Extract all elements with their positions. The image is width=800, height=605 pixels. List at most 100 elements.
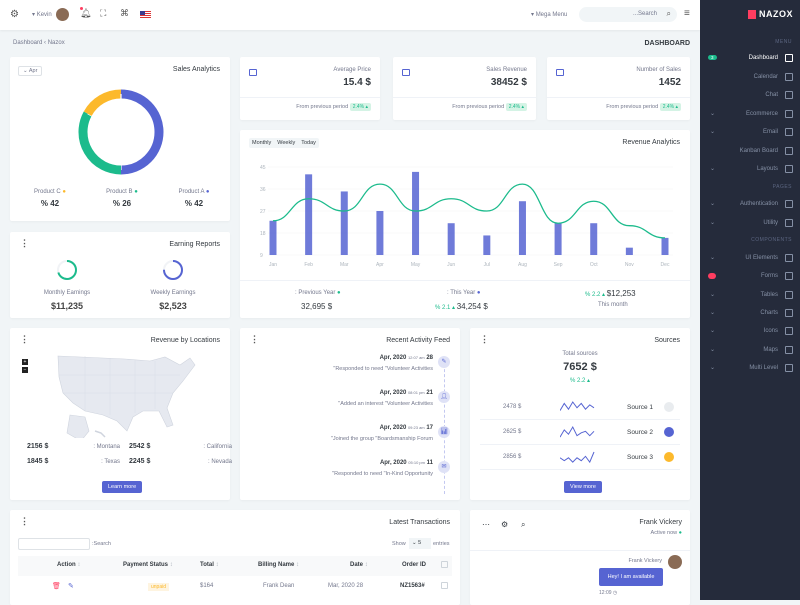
brand-logo-icon [748,10,756,19]
bar-aug[interactable] [518,201,526,255]
layers-icon [556,69,564,76]
bar-feb[interactable] [305,174,313,255]
sidebar-item-layouts[interactable]: ⌄ Layouts [700,163,800,177]
more-icon[interactable]: ⋮ [20,238,29,248]
bar-jan[interactable] [269,220,277,255]
donut-slice-product-a[interactable] [120,89,164,175]
month-select[interactable]: ⌄ Apr [18,66,43,76]
sidebar-item-kanban-board[interactable]: Kanban Board [700,145,800,159]
column-header[interactable]: Action ↕ [57,562,80,568]
user-menu[interactable]: ▾ Kevin [32,12,52,18]
card-title: Recent Activity Feed [386,337,450,344]
sidebar-item-label: Layouts [756,166,778,172]
sidebar-item-ecommerce[interactable]: ⌄ Ecommerce [700,108,800,122]
tab-weekly[interactable]: Weekly [277,140,296,146]
location-value: 2156 $ [27,443,49,450]
delete-icon[interactable]: 🗑︎ [52,583,61,590]
sidebar-item-authentication[interactable]: ⌄ Authentication [700,198,800,212]
usa-map[interactable] [55,353,200,438]
bar-mar[interactable] [340,191,348,255]
learn-more-button[interactable]: Learn more [102,481,143,493]
brand-name[interactable]: NAZOX [759,9,793,19]
badge: 3 [708,55,717,60]
donut-slice-product-b[interactable] [78,111,122,175]
stat-badge: 2.4% ▴ [659,103,681,111]
this-year-value: 34,254 $ [456,302,488,311]
sidebar-item-charts[interactable]: ⌄ Charts [700,307,800,321]
fullscreen-icon[interactable]: ⛶ [100,8,107,18]
x-tick-label: Mar [340,262,349,268]
user-icon: 👤︎ [438,391,450,403]
sales-donut-chart [78,89,164,175]
tab-monthly[interactable]: Monthly [252,140,272,146]
table-search-input[interactable] [18,538,90,550]
activity-day: 11 [426,460,433,466]
menu-icon [785,128,793,136]
more-icon[interactable]: ⋮ [250,334,259,344]
menu-icon [785,54,793,62]
location-name: : Nevada [207,459,232,465]
edit-icon[interactable]: ✎ [68,583,74,590]
sidebar-item-icons[interactable]: ⌄ Icons [700,325,800,339]
sidebar-item-multi-level[interactable]: ⌄ Multi Level [700,362,800,376]
sidebar-item-ui-elements[interactable]: ⌄ UI Elements [700,252,800,266]
sidebar-item-email[interactable]: ⌄ Email [700,126,800,140]
more-horizontal-icon[interactable]: ⋯ [482,520,490,529]
row-checkbox[interactable] [441,582,448,589]
menu-icon [785,110,793,118]
settings-icon[interactable]: ⚙ [10,9,19,20]
sidebar-item-dashboard[interactable]: 3 Dashboard [700,52,800,66]
us-flag-icon[interactable] [140,11,151,18]
bar-oct[interactable] [590,223,598,255]
bar-nov[interactable] [625,247,633,255]
bar-dec[interactable] [661,237,669,255]
bar-sep[interactable] [554,223,562,255]
column-header[interactable]: Order ID [402,562,426,568]
sidebar-item-tables[interactable]: ⌄ Tables [700,289,800,303]
page-size-select[interactable]: ⌄ 5 [409,538,431,549]
more-icon[interactable]: ⋮ [480,334,489,344]
sidebar-item-calendar[interactable]: Calendar [700,71,800,85]
breadcrumb-dashboard[interactable]: Dashboard [13,40,43,46]
apps-icon[interactable]: ⌘ [120,8,129,18]
sidebar-item-forms[interactable]: Forms [700,270,800,284]
settings-icon[interactable]: ⚙ [501,520,509,529]
sidebar-item-utility[interactable]: ⌄ Utility [700,217,800,231]
tab-today[interactable]: Today [301,140,316,146]
search-input[interactable]: ...Search ⌕ [579,7,677,22]
badge-pct: 2.4% [352,104,366,110]
weekly-earnings-value: $2,523 [159,301,187,311]
donut-slice-product-c[interactable] [83,89,122,117]
menu-icon [785,73,793,81]
column-header[interactable]: Date ↕ [350,562,368,568]
source-name: Source 2 [627,429,654,436]
weekly-earnings-ring [163,260,183,280]
more-icon[interactable]: ⋮ [20,334,29,344]
more-icon[interactable]: ⋮ [20,516,29,526]
sidebar-item-chat[interactable]: Chat [700,89,800,103]
menu-icon [785,309,793,317]
bar-apr[interactable] [376,211,384,255]
mega-menu[interactable]: ▾ Mega Menu [531,12,568,18]
column-header[interactable]: Total ↕ [200,562,219,568]
activity-time: 05:10 pm [408,460,425,465]
zoom-out-button[interactable]: − [22,367,28,373]
column-header[interactable]: Payment Status ↕ [123,562,173,568]
bar-jul[interactable] [483,235,491,255]
bar-may[interactable] [412,171,420,255]
column-label: Date [350,562,364,568]
avatar[interactable] [56,8,69,21]
activity-month: Apr, 2020 [379,425,407,431]
sidebar-item-maps[interactable]: ⌄ Maps [700,344,800,358]
zoom-in-button[interactable]: + [22,359,28,365]
view-more-button[interactable]: View more [564,481,602,493]
search-icon[interactable]: ⌕ [521,520,526,529]
bar-jun[interactable] [447,223,455,255]
column-header[interactable]: Billing Name ↕ [258,562,299,568]
source-name: Source 3 [627,454,654,461]
source-icon [664,452,674,462]
select-all-checkbox[interactable] [441,561,448,568]
menu-toggle-icon[interactable]: ≡ [684,8,690,19]
bell-icon[interactable]: 🔔︎ [80,8,92,18]
badge [708,273,716,279]
